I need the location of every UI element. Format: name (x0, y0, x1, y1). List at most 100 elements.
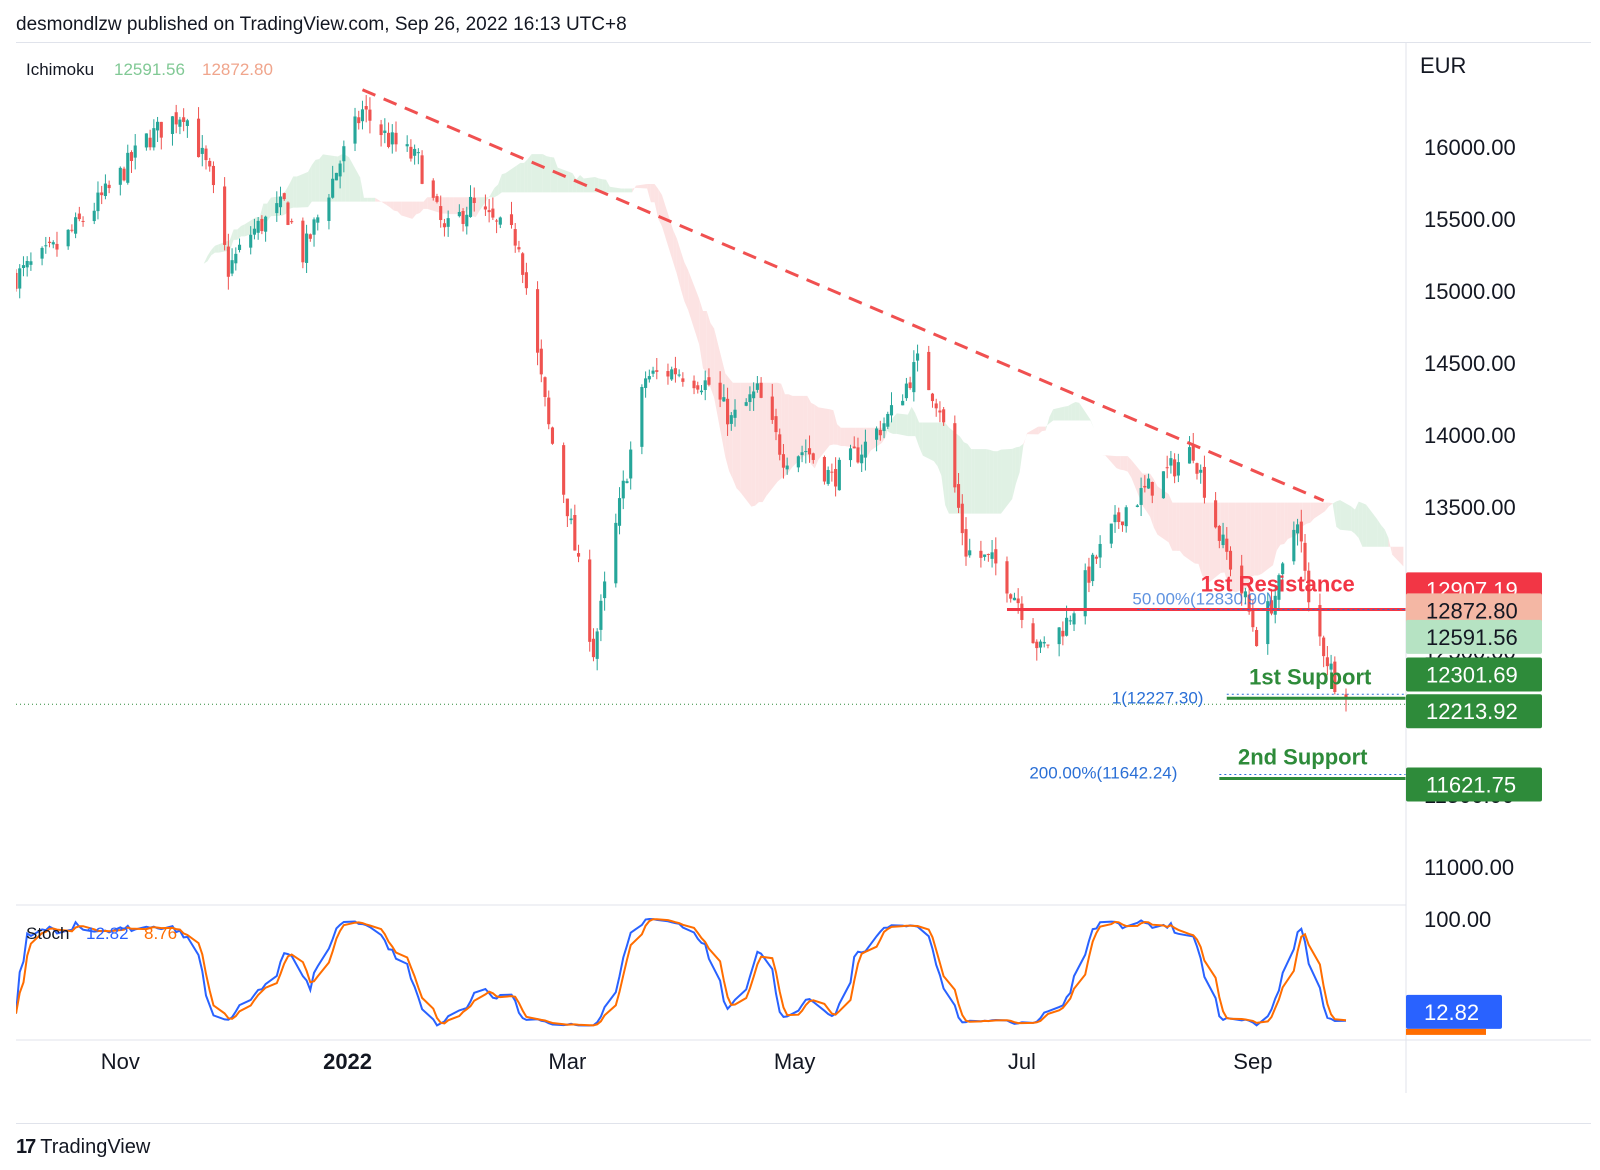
candle-body (722, 397, 726, 402)
ichimoku-cloud-segment (308, 164, 312, 208)
candle-body (953, 423, 957, 488)
candle-body (1307, 570, 1311, 603)
candle-body (1139, 488, 1143, 505)
candle-body (1228, 550, 1233, 570)
candle-body (118, 167, 122, 185)
candle-body (495, 220, 499, 222)
ichimoku-cloud-segment (1001, 448, 1013, 514)
ichimoku-cloud-segment (710, 322, 715, 398)
candle-body (599, 600, 603, 630)
ichimoku-cloud-segment (296, 171, 309, 208)
ichimoku-cloud-segment (233, 229, 238, 240)
descending-trend-line[interactable] (361, 88, 1325, 502)
x-tick-label: Jul (1008, 1049, 1036, 1074)
ichimoku-cloud-segment (937, 422, 942, 476)
candle-body (1202, 466, 1206, 498)
ichimoku-cloud-segment (609, 186, 622, 193)
candle-body (1225, 538, 1229, 552)
resistance-annotation: 1st Resistance (1201, 571, 1355, 596)
candle-body (651, 370, 655, 374)
ichimoku-cloud-segment (993, 451, 998, 514)
support1-annotation: 1st Support (1249, 664, 1372, 689)
ichimoku-cloud-segment (1045, 416, 1050, 431)
candle-body (133, 145, 137, 158)
ichimoku-cloud-segment (1094, 428, 1098, 445)
ichimoku-cloud-segment (1176, 502, 1180, 551)
candle-body (420, 155, 424, 184)
candle-body (629, 449, 633, 479)
candle-body (1277, 575, 1281, 600)
ichimoku-cloud-segment (755, 382, 759, 506)
ichimoku-cloud-segment (315, 158, 320, 202)
chart-frame[interactable]: 50.00%(12830.90) 1(12227.30) 200.00%(11642… (16, 42, 1591, 1124)
candle-body (983, 554, 987, 557)
candle-body (1269, 600, 1274, 614)
candle-body (744, 402, 748, 406)
candle-body (733, 409, 737, 418)
candle-body (1191, 445, 1195, 461)
candle-body (752, 391, 756, 399)
tradingview-footer[interactable]: 17 TradingView (16, 1136, 150, 1159)
ichimoku-cloud-segment (1172, 502, 1177, 551)
candle-body (994, 549, 998, 564)
ichimoku-cloud-segment (1306, 502, 1311, 524)
candle-body (1199, 469, 1203, 473)
candle-body (986, 553, 990, 555)
candle-body (29, 261, 33, 265)
candle-body (446, 218, 450, 227)
candle-body (1057, 627, 1061, 645)
price-badge-value: 12213.92 (1426, 699, 1518, 724)
candle-body (1292, 529, 1296, 562)
ichimoku-cloud-segment (1384, 529, 1389, 547)
ichimoku-cloud-segment (1049, 409, 1054, 424)
y-tick-label: 13500.00 (1424, 495, 1516, 520)
candle-body (74, 217, 78, 234)
tradingview-brand: TradingView (40, 1136, 151, 1158)
stoch-d-badge[interactable] (1406, 1028, 1486, 1035)
ichimoku-cloud-segment (1105, 455, 1117, 469)
candle-body (331, 178, 335, 198)
price-badge[interactable] (1406, 619, 1542, 654)
ichimoku-cloud-segment (676, 238, 681, 289)
ichimoku-cloud-segment (1354, 501, 1359, 539)
ichimoku-cloud-segment (1097, 444, 1102, 456)
stoch-k-badge[interactable] (1406, 994, 1502, 1029)
ichimoku-cloud-segment (1194, 502, 1199, 564)
ichimoku-cloud-segment (1075, 402, 1080, 421)
ichimoku-cloud-segment (833, 410, 838, 445)
stoch-k-value: 12.82 (86, 924, 129, 943)
ichimoku-cloud-segment (419, 201, 424, 213)
ichimoku-cloud-segment (1015, 446, 1020, 484)
price-badge[interactable] (1406, 593, 1542, 628)
candle-body (334, 172, 338, 181)
ichimoku-cloud-segment (188, 265, 193, 268)
candle-body (305, 233, 309, 263)
candle-body (468, 196, 473, 218)
price-badge[interactable] (1406, 694, 1542, 729)
price-chart[interactable]: 50.00%(12830.90) 1(12227.30) 200.00%(11642… (16, 43, 1591, 1123)
candle-body (826, 470, 830, 484)
candle-body (1087, 566, 1091, 583)
ichimoku-cloud-segment (1232, 502, 1236, 593)
candle-body (796, 456, 800, 468)
y-tick-label: 14000.00 (1424, 423, 1516, 448)
candle-body (47, 241, 52, 243)
candle-body (491, 208, 495, 218)
price-badge[interactable] (1406, 657, 1542, 692)
ichimoku-cloud-segment (412, 201, 417, 219)
ichimoku-cloud-segment (1157, 486, 1169, 543)
price-badge[interactable] (1406, 767, 1542, 802)
ichimoku-cloud-segment (583, 177, 595, 193)
candle-body (338, 163, 342, 177)
candle-body (889, 405, 894, 416)
candle-body (834, 469, 838, 487)
candle-body (543, 377, 547, 397)
ichimoku-cloud-segment (416, 201, 420, 215)
candle-body (70, 229, 74, 231)
candle-body (942, 409, 946, 423)
ichimoku-cloud-segment (784, 394, 789, 477)
candle-body (956, 484, 961, 508)
ichimoku-cloud-segment (423, 197, 428, 209)
candle-body (748, 394, 752, 403)
candle-body (770, 396, 774, 420)
